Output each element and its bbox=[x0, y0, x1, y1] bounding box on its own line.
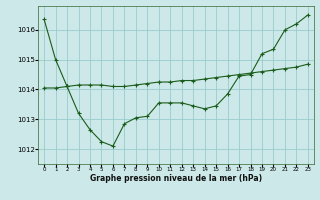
X-axis label: Graphe pression niveau de la mer (hPa): Graphe pression niveau de la mer (hPa) bbox=[90, 174, 262, 183]
